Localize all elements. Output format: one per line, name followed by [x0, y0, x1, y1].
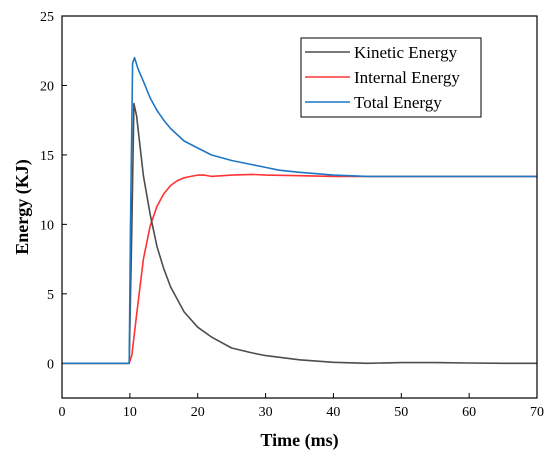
lines-layer — [62, 56, 537, 365]
legend-label-total-energy: Total Energy — [354, 93, 442, 112]
x-tick-label-70: 70 — [530, 405, 544, 420]
y-tick-label-0: 0 — [47, 357, 54, 372]
x-tick-label-40: 40 — [326, 405, 340, 420]
series-line-total-energy — [62, 56, 537, 365]
plot-area-frame — [61, 15, 538, 399]
y-tick-label-15: 15 — [40, 149, 54, 164]
x-tick-label-30: 30 — [259, 405, 273, 420]
legend-label-kinetic-energy: Kinetic Energy — [354, 43, 458, 62]
x-tick-label-0: 0 — [59, 405, 66, 420]
y-tick-label-5: 5 — [47, 288, 54, 303]
series-line-kinetic-energy — [62, 102, 537, 365]
x-tick-label-50: 50 — [394, 405, 408, 420]
series-line-internal-energy — [62, 173, 537, 365]
x-tick-label-20: 20 — [191, 405, 205, 420]
x-tick-label-60: 60 — [462, 405, 476, 420]
y-axis-title: Energy (KJ) — [12, 159, 33, 254]
y-tick-label-20: 20 — [40, 79, 54, 94]
ticks-layer: 0 10 20 30 40 50 60 70 0 5 10 15 20 25 — [40, 10, 544, 420]
legend: Kinetic Energy Internal Energy Total Ene… — [300, 37, 482, 118]
y-tick-label-10: 10 — [40, 218, 54, 233]
x-axis-title: Time (ms) — [260, 430, 338, 451]
y-tick-label-25: 25 — [40, 10, 54, 25]
x-tick-label-10: 10 — [123, 405, 137, 420]
legend-label-internal-energy: Internal Energy — [354, 68, 460, 87]
